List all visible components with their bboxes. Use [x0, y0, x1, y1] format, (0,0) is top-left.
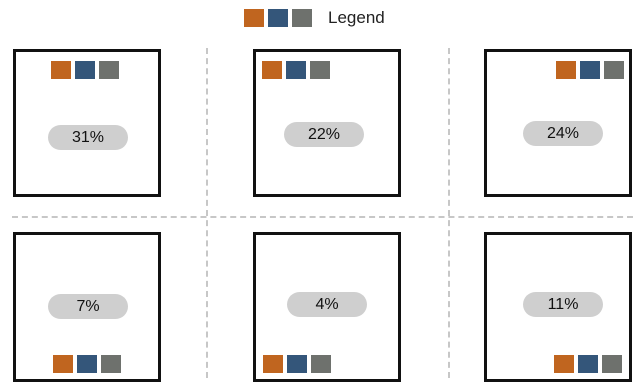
tile-card: 4% — [253, 232, 401, 382]
tile-swatches — [51, 61, 119, 79]
swatch-gray — [310, 61, 330, 79]
legend-label: Legend — [328, 8, 385, 27]
grid-divider-vertical — [448, 48, 450, 378]
swatch-orange — [554, 355, 574, 373]
swatch-gray — [602, 355, 622, 373]
swatch-gray — [604, 61, 624, 79]
percent-badge: 11% — [523, 292, 603, 317]
tile-card: 11% — [484, 232, 632, 382]
legend: Legend — [244, 8, 385, 28]
swatch-orange — [263, 355, 283, 373]
tile-card: 24% — [484, 49, 632, 197]
swatch-blue — [578, 355, 598, 373]
percent-badge: 22% — [284, 122, 364, 147]
swatch-blue — [580, 61, 600, 79]
tile-swatches — [53, 355, 121, 373]
swatch-blue — [75, 61, 95, 79]
swatch-gray — [99, 61, 119, 79]
swatch-gray — [311, 355, 331, 373]
swatch-blue — [286, 61, 306, 79]
tile-card: 31% — [13, 49, 161, 197]
tile-card: 7% — [13, 232, 161, 382]
tile-card: 22% — [253, 49, 401, 197]
tile-swatches — [263, 355, 331, 373]
legend-swatch-gray — [292, 9, 312, 27]
tile-swatches — [554, 355, 622, 373]
tile-swatches — [556, 61, 624, 79]
swatch-orange — [53, 355, 73, 373]
swatch-orange — [556, 61, 576, 79]
grid-divider-horizontal — [12, 216, 633, 218]
percent-badge: 7% — [48, 294, 128, 319]
swatch-blue — [77, 355, 97, 373]
legend-swatch-orange — [244, 9, 264, 27]
legend-swatch-blue — [268, 9, 288, 27]
swatch-gray — [101, 355, 121, 373]
percent-badge: 31% — [48, 125, 128, 150]
percent-badge: 4% — [287, 292, 367, 317]
swatch-blue — [287, 355, 307, 373]
swatch-orange — [262, 61, 282, 79]
grid-divider-vertical — [206, 48, 208, 378]
tile-swatches — [262, 61, 330, 79]
swatch-orange — [51, 61, 71, 79]
percent-badge: 24% — [523, 121, 603, 146]
